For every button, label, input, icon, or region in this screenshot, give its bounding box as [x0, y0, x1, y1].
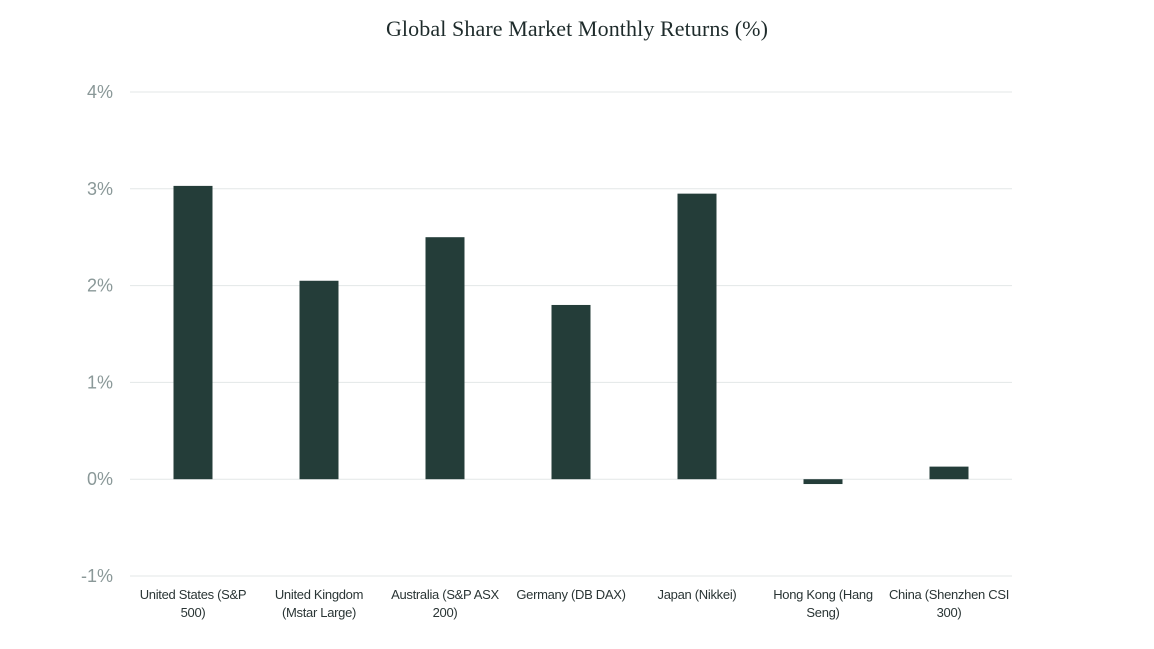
y-tick-label: -1%: [81, 566, 113, 586]
y-tick-label: 4%: [87, 82, 113, 102]
x-tick-label: (Mstar Large): [282, 605, 356, 620]
x-tick-label: Seng): [806, 605, 839, 620]
y-tick-label: 0%: [87, 469, 113, 489]
bar: [677, 193, 717, 480]
x-tick-label: 200): [433, 605, 458, 620]
y-tick-label: 2%: [87, 276, 113, 296]
x-tick-label: Japan (Nikkei): [658, 587, 737, 602]
y-tick-label: 3%: [87, 179, 113, 199]
bar: [173, 185, 213, 480]
bar: [929, 466, 969, 480]
y-tick-label: 1%: [87, 372, 113, 392]
x-tick-label: United Kingdom: [275, 587, 363, 602]
x-tick-label: China (Shenzhen CSI: [889, 587, 1009, 602]
x-tick-label: Hong Kong (Hang: [773, 587, 873, 602]
bar: [299, 280, 339, 480]
x-tick-label: 500): [181, 605, 206, 620]
x-tick-label: United States (S&P: [140, 587, 247, 602]
chart-title: Global Share Market Monthly Returns (%): [385, 16, 769, 41]
bar: [425, 237, 465, 480]
x-tick-label: Australia (S&P ASX: [391, 587, 499, 602]
bar: [551, 304, 591, 480]
x-tick-label: Germany (DB DAX): [516, 587, 625, 602]
x-tick-label: 300): [937, 605, 962, 620]
bar: [803, 479, 843, 485]
